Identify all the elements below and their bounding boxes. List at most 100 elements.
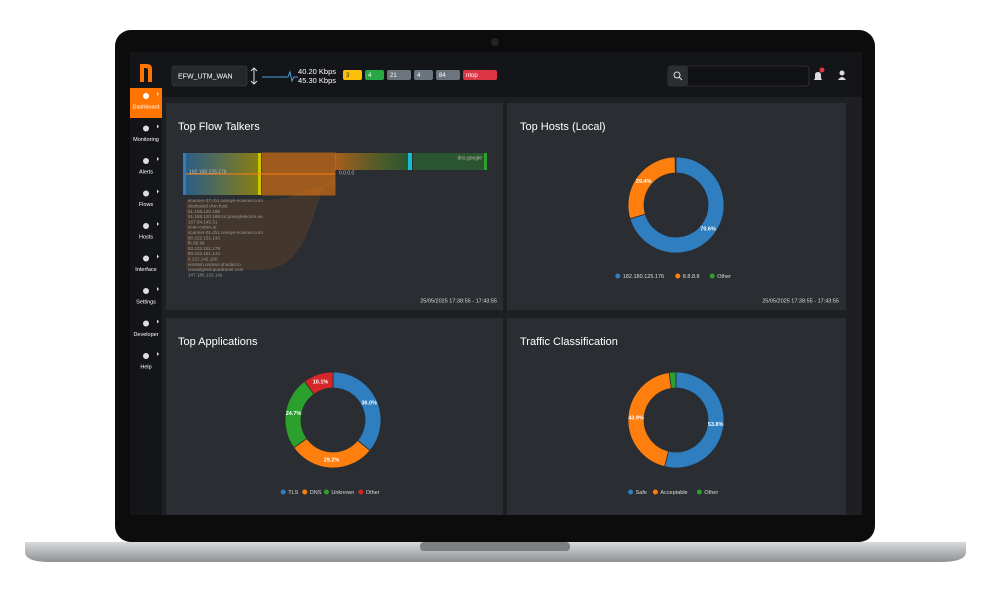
legend-label[interactable]: 182.180.125.176 [623, 274, 664, 280]
panel [507, 103, 846, 310]
badge[interactable] [463, 70, 497, 80]
donut-slice[interactable] [629, 156, 725, 254]
user-icon[interactable] [839, 70, 845, 76]
menu-item[interactable]: Developer [133, 332, 158, 338]
legend-dot[interactable] [280, 489, 286, 495]
menu-item[interactable]: Help [140, 364, 151, 370]
panel-title: Traffic Classification [520, 336, 618, 348]
interface-select[interactable] [171, 65, 248, 87]
logo [140, 64, 152, 82]
donut-slice[interactable] [303, 371, 334, 395]
donut-slice[interactable] [674, 156, 677, 174]
legend-label[interactable]: Safe [636, 490, 647, 496]
legend-dot[interactable] [628, 489, 634, 495]
panel-title: Top Flow Talkers [178, 121, 260, 133]
interface-name[interactable]: EFW_UTM_WAN [178, 73, 233, 80]
badge[interactable] [414, 70, 433, 80]
legend-dot[interactable] [696, 489, 702, 495]
menu-icon [143, 353, 149, 359]
menu-caret [157, 124, 159, 129]
menu-caret [157, 157, 159, 161]
menu-item[interactable]: Monitoring [133, 137, 159, 143]
camera [491, 38, 499, 46]
menu-item[interactable]: Flows [139, 202, 154, 208]
sankey-host: 83.222.151.179 [188, 246, 220, 251]
sankey-node [408, 153, 412, 170]
bell-icon[interactable] [814, 72, 822, 80]
slice-label: 70.6% [700, 226, 716, 232]
legend-dot[interactable] [709, 273, 715, 279]
slice-label: 43.9% [628, 416, 644, 422]
panel-title: Top Hosts (Local) [520, 121, 606, 133]
slice-label: 24.7% [286, 411, 302, 417]
panel-title: Top Applications [178, 336, 258, 348]
menu-icon [143, 223, 149, 229]
sankey-label: 0.0.0.0 [339, 170, 355, 176]
notification-dot [819, 67, 825, 73]
search-box[interactable] [667, 65, 810, 87]
menu-item[interactable]: Interface [135, 267, 156, 273]
donut-slice[interactable] [664, 371, 725, 469]
menu-icon [143, 255, 149, 262]
search-icon [673, 71, 681, 79]
sankey-host: scanner-01.ch1.censys-scanner.com [188, 230, 263, 235]
menu-item[interactable]: Hosts [139, 234, 153, 240]
sankey-node [183, 153, 186, 195]
sankey-link [413, 153, 485, 170]
timestamp: 25/05/2025 17:38:55 - 17:43:55 [420, 298, 497, 304]
menu-caret [157, 222, 159, 226]
legend-label[interactable]: Unknown [331, 490, 354, 496]
menu-item[interactable]: Alerts [139, 169, 153, 175]
menu-item[interactable]: Settings [136, 299, 156, 305]
badge[interactable] [365, 70, 384, 80]
search-button[interactable] [668, 66, 688, 86]
badge-text: 4 [417, 73, 421, 79]
sankey-host: dedicated.vlun.host [188, 204, 228, 209]
badge[interactable] [343, 70, 362, 80]
sankey-host: 80.222.151.143 [188, 235, 220, 240]
upload-rate: 40.20 Kbps [298, 67, 336, 76]
legend-label[interactable]: DNS [310, 490, 322, 496]
sankey-host: einstein.census.shodan.io [188, 262, 241, 267]
badge[interactable] [436, 70, 460, 80]
menu-icon [143, 288, 149, 294]
legend-label[interactable]: 8.8.8.8 [683, 274, 700, 280]
legend-label[interactable]: TLS [288, 490, 298, 496]
sparkline [262, 70, 298, 83]
menu-caret [157, 254, 159, 259]
sankey-host: 51.158.120.188 [188, 209, 220, 214]
menu-item[interactable]: Dashboard [133, 104, 160, 110]
legend-dot[interactable] [615, 273, 621, 279]
legend-label[interactable]: Acceptable [660, 490, 687, 496]
sidebar [130, 97, 162, 515]
badge[interactable] [387, 70, 411, 80]
legend-label[interactable]: Other [366, 490, 380, 496]
donut-slice[interactable] [668, 371, 677, 389]
sankey-host: 147.185.133.142 [188, 272, 223, 277]
legend-label[interactable]: Other [717, 274, 731, 280]
badge-text: ntop [466, 73, 478, 79]
notch [420, 542, 570, 551]
legend-dot[interactable] [652, 489, 658, 495]
timestamp: 25/05/2025 17:38:55 - 17:43:55 [762, 298, 839, 304]
legend-dot[interactable] [302, 489, 308, 495]
sankey-label: 192.168.125.176 [189, 169, 227, 175]
menu-caret [157, 319, 159, 324]
menu-icon [143, 93, 149, 99]
legend-label[interactable]: Other [704, 490, 718, 496]
badge-text: 21 [390, 73, 397, 79]
menu-caret [157, 92, 159, 96]
legend-dot[interactable] [675, 273, 681, 279]
sankey-host: unassigned.quadranet.com [188, 267, 244, 272]
legend-dot[interactable] [323, 489, 329, 495]
menu-caret [157, 352, 159, 356]
sankey-node [484, 153, 487, 170]
slice-label: 29.4% [636, 179, 652, 185]
panel [166, 103, 503, 310]
slice-label: 29.2% [324, 457, 340, 463]
slice-label: 36.0% [361, 400, 377, 406]
panel [507, 318, 846, 515]
legend-dot[interactable] [358, 489, 364, 495]
sankey-host: 8.221.142.100 [188, 257, 218, 262]
